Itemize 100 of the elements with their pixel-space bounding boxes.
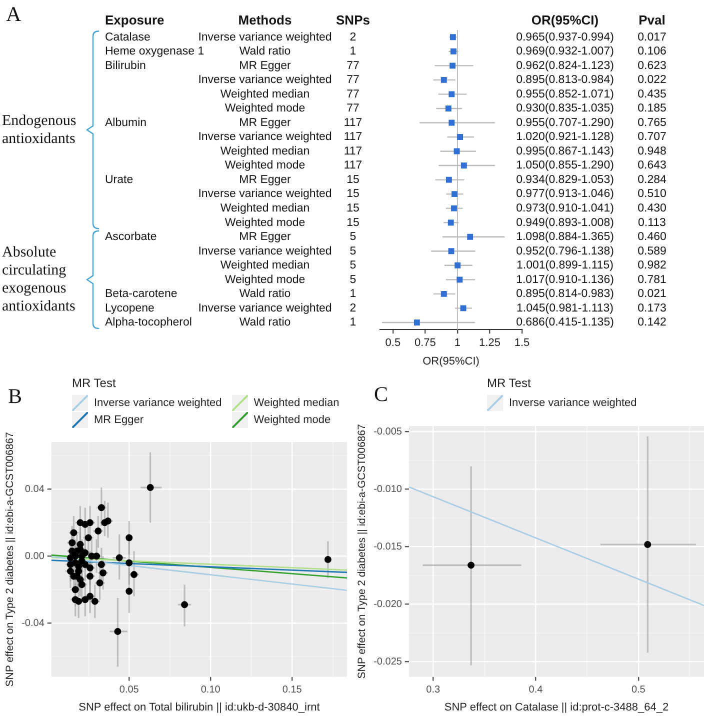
text: 77 [346, 102, 360, 115]
text: 2 [350, 302, 356, 314]
text: SNPs [336, 12, 370, 28]
data-label: 0.934(0.829-1.053) [516, 174, 614, 186]
text: Absolute circulating exogenous antioxidants [2, 244, 76, 315]
data-label: 0.973(0.910-1.041) [516, 202, 614, 215]
chart-title: C [374, 382, 388, 407]
text: 117 [344, 145, 362, 158]
x-tick-label: 0.5 [631, 684, 646, 696]
y-tick-label: Weighted median [220, 145, 310, 158]
text: Pval [638, 12, 666, 28]
text: 0.430 [638, 202, 666, 215]
text: 77 [346, 88, 360, 100]
text: Catalase [105, 31, 150, 44]
text: 0.765 [638, 116, 666, 129]
y-tick-label: -0.005 [374, 426, 402, 438]
text: 0.589 [638, 245, 666, 258]
y-tick-label: 0.00 [24, 550, 45, 562]
data-label: 0.949(0.893-1.008) [516, 216, 614, 229]
text: 77 [346, 74, 360, 86]
data-label: 0.686(0.415-1.135) [516, 316, 614, 329]
text: 5 [350, 245, 356, 258]
text: Endogenous antioxidants [2, 112, 76, 147]
text: Ascorbate [105, 231, 157, 244]
x-tick-label: 0.3 [426, 684, 440, 696]
data-label: 0.895(0.813-0.984) [516, 74, 614, 86]
text: 0.173 [638, 302, 666, 314]
y-tick-label: Inverse variance weighted [198, 31, 332, 44]
text: Beta-carotene [105, 288, 178, 300]
y-tick-label: Wald ratio [239, 46, 291, 58]
y-tick-label: -0.04 [22, 618, 45, 629]
y-tick-label: 0.04 [24, 484, 45, 495]
x-tick-label: 0.75 [414, 337, 436, 350]
y-tick-label: Weighted median [220, 260, 310, 272]
text: 0.435 [638, 88, 666, 100]
text: 1 [350, 46, 356, 58]
legend-title: MR Test [72, 376, 117, 390]
y-axis-title: SNP effect on Type 2 diabetes || id:ebi-a-GCST006867 [356, 424, 368, 679]
y-tick-label: MR Egger [239, 116, 292, 129]
y-tick-label: Weighted median [220, 202, 310, 215]
text: Albumin [105, 116, 147, 129]
x-tick-label: 0.5 [385, 337, 401, 350]
y-tick-label: Inverse variance weighted [198, 245, 332, 258]
y-tick-label: Wald ratio [239, 288, 291, 300]
text: OR(95%CI) [531, 12, 599, 28]
text: Bilirubin [105, 60, 146, 72]
y-tick-label: -0.020 [374, 599, 402, 610]
data-label: 0.955(0.707-1.290) [516, 116, 614, 129]
data-label: 0.952(0.796-1.138) [516, 245, 614, 258]
text: 117 [344, 131, 362, 144]
y-tick-label: MR Egger [239, 231, 292, 244]
y-tick-label: Weighted mode [224, 102, 306, 115]
text: 15 [346, 174, 360, 186]
text: 117 [344, 116, 362, 129]
text: 0.284 [638, 174, 667, 186]
text: 0.460 [638, 231, 666, 244]
y-tick-label: -0.010 [374, 484, 402, 496]
text: 0.017 [638, 31, 666, 44]
x-tick-label: 1 [454, 337, 461, 350]
text: Methods [238, 12, 292, 28]
y-axis-title: SNP effect on Type 2 diabetes || id:ebi-a-GCST006867 [4, 432, 16, 687]
legend-title: MR Test [487, 376, 532, 390]
y-tick-label: -0.015 [374, 542, 402, 553]
text: 5 [350, 274, 356, 286]
text: 0.643 [638, 160, 666, 172]
data-label: 1.098(0.884-1.365) [516, 231, 614, 244]
data-label: 0.895(0.814-0.983) [516, 288, 614, 300]
text: 0.185 [638, 102, 666, 115]
text: 117 [344, 160, 362, 172]
data-label: 0.955(0.852-1.071) [516, 88, 614, 100]
y-tick-label: MR Egger [239, 60, 292, 72]
text: 5 [350, 231, 356, 244]
data-label: 1.045(0.981-1.113) [516, 302, 614, 314]
text: 0.510 [638, 188, 666, 200]
y-tick-label: Inverse variance weighted [198, 302, 332, 314]
x-tick-label: 0.05 [119, 684, 140, 696]
data-label: 0.995(0.867-1.143) [516, 145, 614, 158]
data-label: 1.050(0.855-1.290) [516, 160, 614, 172]
x-tick-label: 0.4 [528, 684, 544, 696]
x-tick-label: 0.15 [282, 684, 302, 696]
text: 0.021 [638, 288, 666, 300]
y-tick-label: -0.025 [374, 656, 402, 668]
text: 0.022 [638, 74, 666, 86]
legend-label: MR Egger [94, 414, 144, 426]
text: 5 [350, 260, 356, 272]
x-tick-label: 0.10 [200, 684, 221, 696]
y-tick-label: Weighted mode [224, 160, 306, 172]
text: 0.982 [638, 260, 666, 272]
text: 0.623 [638, 60, 666, 72]
text: Heme oxygenase 1 [105, 46, 204, 58]
data-label: 0.930(0.835-1.035) [516, 102, 614, 115]
text: 0.781 [638, 274, 666, 286]
text: 2 [350, 31, 356, 44]
chart-title: B [8, 384, 22, 409]
text: 0.106 [638, 46, 666, 58]
text: 0.948 [638, 145, 666, 158]
text: Urate [105, 174, 134, 186]
text: Lycopene [105, 302, 154, 314]
x-axis-title: SNP effect on Total bilirubin || id:ukb-d-30840_irnt [78, 701, 320, 714]
y-tick-label: Weighted mode [224, 274, 306, 286]
